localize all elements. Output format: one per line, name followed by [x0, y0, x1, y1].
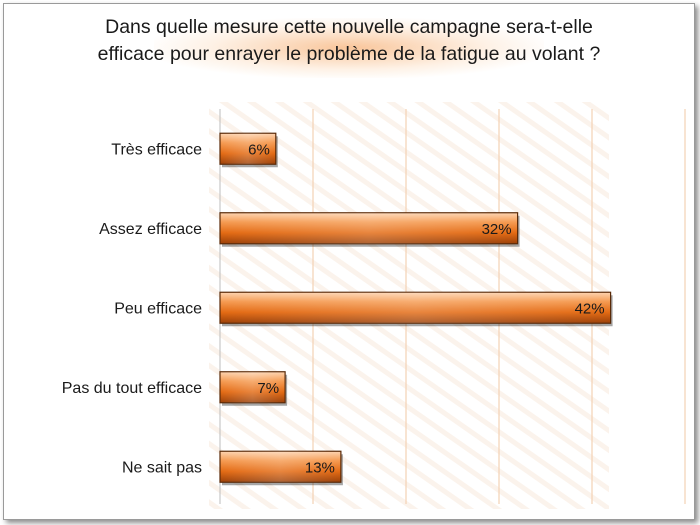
- chart-title-line-1: Dans quelle mesure cette nouvelle campag…: [105, 16, 593, 38]
- bar-sheen: [220, 371, 286, 403]
- value-label: 13%: [305, 459, 335, 476]
- bar-sheen: [220, 292, 611, 324]
- value-label: 7%: [257, 380, 279, 397]
- bar-sheen: [220, 212, 518, 244]
- category-label: Peu efficace: [114, 300, 202, 317]
- category-label: Très efficace: [111, 141, 202, 158]
- category-label: Ne sait pas: [122, 459, 202, 476]
- chart-title: Dans quelle mesure cette nouvelle campag…: [4, 14, 694, 68]
- bar-chart: 6% Très efficace 32% Assez efficace 42% Peu e…: [62, 102, 686, 509]
- value-label: 32%: [482, 221, 512, 238]
- category-label: Assez efficace: [99, 221, 202, 238]
- category-label: Pas du tout efficace: [62, 380, 202, 397]
- bar-sheen: [220, 451, 341, 483]
- chart-title-line-2: efficace pour enrayer le problème de la …: [97, 43, 601, 65]
- value-label: 6%: [248, 141, 270, 158]
- bar-sheen: [220, 133, 276, 165]
- title-glow: [154, 18, 544, 78]
- value-label: 42%: [575, 300, 605, 317]
- chart-frame: Dans quelle mesure cette nouvelle campag…: [3, 3, 695, 520]
